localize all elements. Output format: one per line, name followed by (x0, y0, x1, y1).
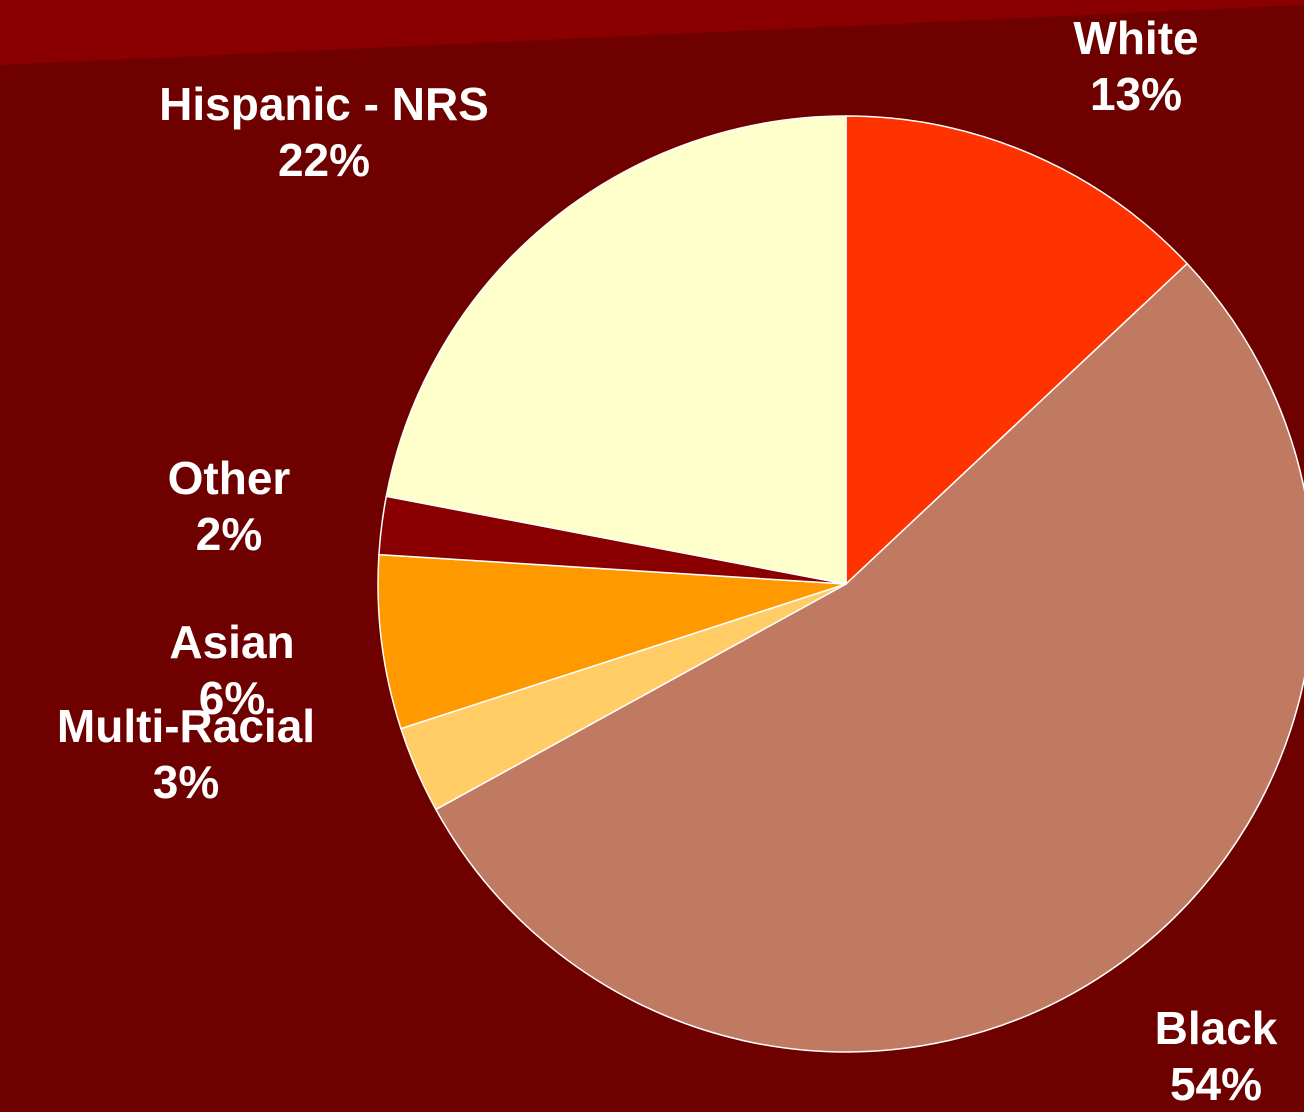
slice-label-asian-name: Asian (169, 616, 295, 668)
slice-label-hispanic-nrs: Hispanic - NRS 22% (159, 76, 489, 188)
slice-label-hispanic-nrs-value: 22% (277, 134, 371, 186)
slice-label-other: Other 2% (168, 450, 291, 562)
pie-slice-asian (377, 553, 847, 730)
slice-label-multi-racial-name: Multi-Racial (56, 700, 316, 752)
slice-label-white-value: 13% (1089, 68, 1183, 120)
slice-label-multi-racial: Multi-Racial 3% (57, 698, 315, 810)
slice-label-black-value: 54% (1169, 1058, 1263, 1110)
slice-label-white: White 13% (1073, 10, 1198, 122)
slice-label-multi-racial-value: 3% (152, 756, 220, 808)
slice-label-asian-value: 6% (198, 672, 266, 724)
slice-label-black-name: Black (1154, 1002, 1278, 1054)
pie-slice-white (845, 115, 1189, 586)
slice-label-other-name: Other (167, 452, 291, 504)
pie-slice-black (434, 262, 1304, 1053)
slice-label-white-name: White (1073, 12, 1199, 64)
slice-label-other-value: 2% (195, 508, 263, 560)
slice-label-black: Black 54% (1155, 1000, 1278, 1112)
pie-slice-hispanic-nrs (385, 115, 847, 585)
slice-label-asian: Asian 6% (169, 614, 294, 726)
slice-label-hispanic-nrs-name: Hispanic - NRS (159, 78, 489, 130)
header-band (0, 0, 1304, 65)
